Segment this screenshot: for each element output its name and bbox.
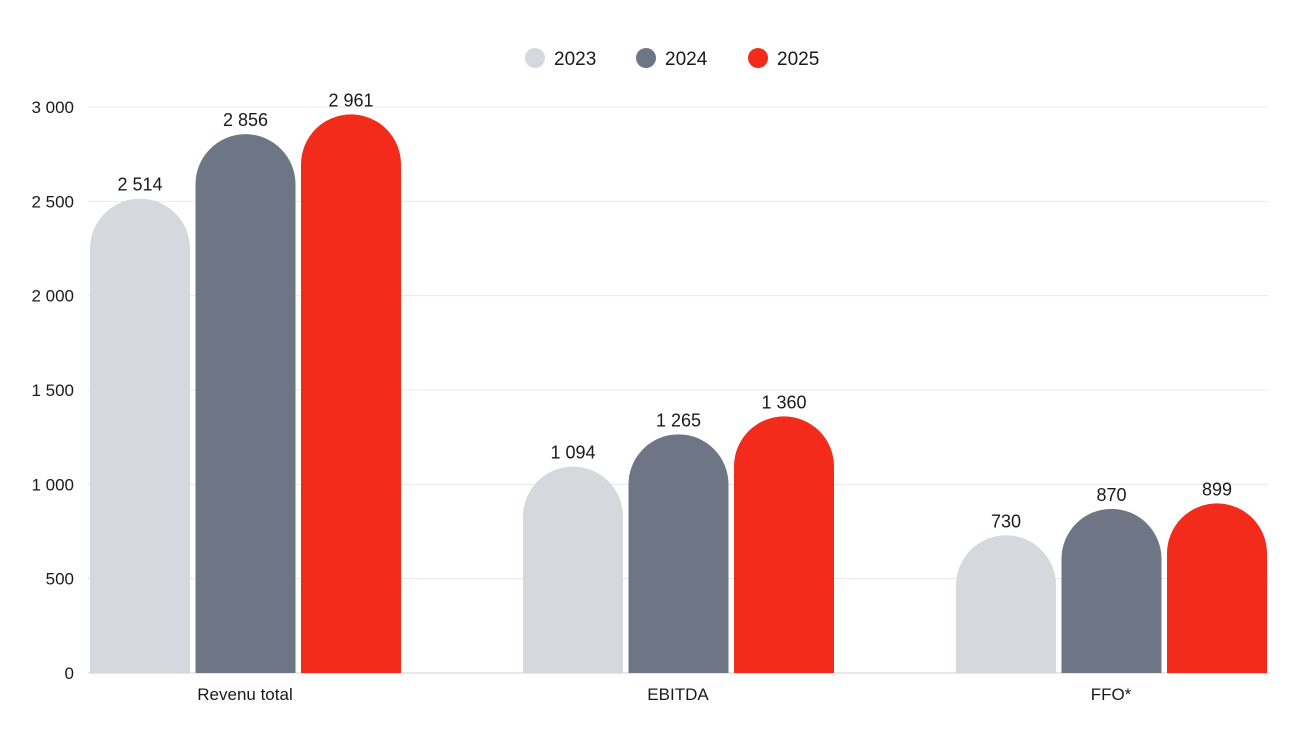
legend-label: 2025 — [777, 49, 819, 70]
data-label: 2 961 — [328, 90, 373, 110]
bar-2024-2 — [1061, 508, 1162, 673]
y-tick-label: 3 000 — [31, 98, 74, 117]
legend-marker-2024 — [636, 48, 656, 68]
y-tick-label: 0 — [65, 664, 74, 683]
bar-2025-0 — [301, 114, 401, 673]
data-label: 1 265 — [656, 410, 701, 430]
y-tick-label: 1 500 — [31, 381, 74, 400]
bar-2023-2 — [955, 535, 1056, 673]
data-label: 2 856 — [223, 110, 268, 130]
x-category-label: EBITDA — [647, 685, 709, 704]
data-label: 870 — [1096, 485, 1126, 505]
data-label: 2 514 — [117, 175, 162, 195]
y-tick-label: 1 000 — [31, 475, 74, 494]
bar-2025-2 — [1167, 503, 1267, 673]
y-tick-label: 2 000 — [31, 287, 74, 306]
legend-label: 2023 — [554, 49, 596, 70]
data-label: 1 094 — [550, 443, 595, 463]
bar-2024-0 — [195, 134, 296, 674]
bar-2025-1 — [734, 416, 834, 673]
data-label: 730 — [991, 511, 1021, 531]
data-label: 899 — [1202, 479, 1232, 499]
data-label: 1 360 — [761, 392, 806, 412]
bar-2023-0 — [90, 198, 190, 673]
y-tick-label: 500 — [46, 570, 74, 589]
bar-2024-1 — [628, 434, 729, 673]
legend-marker-2025 — [748, 48, 768, 68]
legend-marker-2023 — [525, 48, 545, 68]
x-category-label: FFO* — [1091, 685, 1132, 704]
x-category-label: Revenu total — [197, 685, 292, 704]
legend-label: 2024 — [665, 49, 708, 70]
y-tick-label: 2 500 — [31, 192, 74, 211]
bar-2023-1 — [523, 466, 623, 673]
